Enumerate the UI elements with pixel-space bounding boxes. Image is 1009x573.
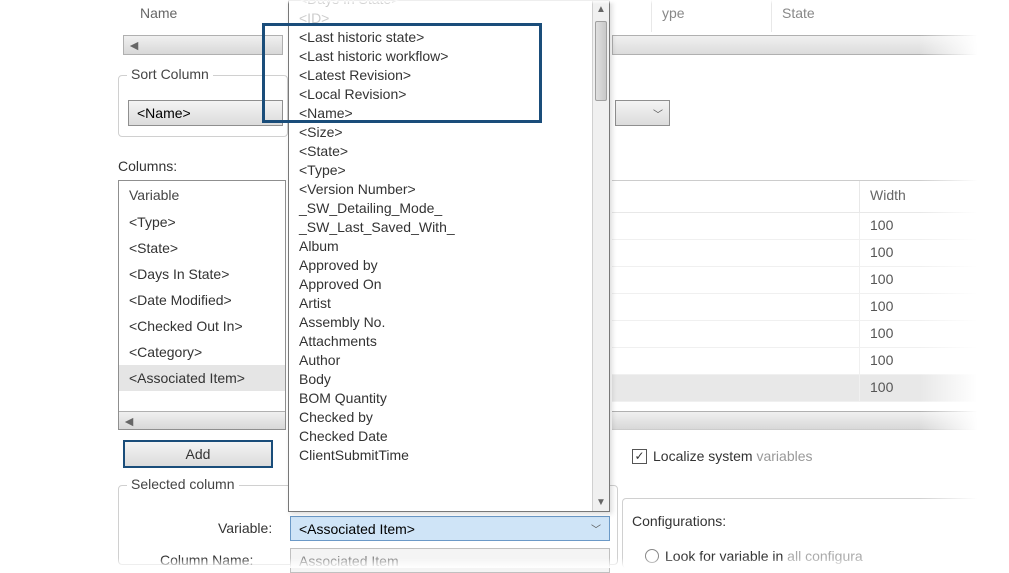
variable-option[interactable]: <Name> (289, 103, 609, 122)
right-small-dropdown[interactable]: ﹀ (615, 100, 670, 126)
variable-option[interactable]: ClientSubmitTime (289, 445, 609, 464)
variable-option[interactable]: <Local Revision> (289, 84, 609, 103)
scroll-left-icon[interactable]: ◄ (119, 413, 139, 429)
width-cell: 100 (859, 375, 1009, 401)
scroll-down-icon[interactable]: ▼ (593, 494, 609, 511)
right-grid-header: ype State (612, 0, 1009, 32)
variable-option[interactable]: Checked Date (289, 426, 609, 445)
localize-checkbox-row[interactable]: ✓ Localize system variables (632, 448, 813, 464)
width-cell: 100 (859, 213, 1009, 239)
variable-label: Variable: (218, 520, 272, 536)
configurations-label: Configurations: (632, 513, 726, 529)
localize-label: Localize system variables (653, 448, 813, 464)
columns-listbox[interactable]: Variable <Type><State><Days In State><Da… (118, 180, 286, 430)
columns-list-item[interactable]: <Date Modified> (119, 287, 285, 313)
column-header-type[interactable]: ype (652, 0, 772, 32)
column-header-name[interactable]: Name (140, 5, 177, 21)
columns-h-scrollbar[interactable]: ◄ (119, 411, 285, 429)
dropdown-scrollbar[interactable]: ▲ ▼ (592, 1, 609, 511)
variable-option[interactable]: <Type> (289, 160, 609, 179)
add-button[interactable]: Add (123, 440, 273, 468)
variable-option[interactable]: BOM Quantity (289, 388, 609, 407)
variable-option[interactable]: Artist (289, 293, 609, 312)
config-radio-all[interactable]: Look for variable in all configura (645, 548, 863, 564)
variable-option[interactable]: Checked by (289, 407, 609, 426)
variable-option[interactable]: Album (289, 236, 609, 255)
variable-option[interactable]: Author (289, 350, 609, 369)
scroll-left-icon[interactable]: ◄ (124, 37, 144, 53)
right-top-scrollbar[interactable] (612, 35, 1007, 55)
width-grid-row[interactable]: 100 (612, 294, 1009, 321)
config-radio-label: Look for variable in all configura (665, 548, 863, 564)
column-name-input[interactable]: Associated Item (290, 548, 610, 573)
variable-option[interactable]: Approved On (289, 274, 609, 293)
variable-option[interactable]: _SW_Detailing_Mode_ (289, 198, 609, 217)
width-cell: 100 (859, 294, 1009, 320)
width-grid-row[interactable]: 100 (612, 375, 1009, 402)
variable-dropdown[interactable]: <Associated Item> ﹀ (290, 516, 610, 541)
width-cell: 100 (859, 267, 1009, 293)
variable-option[interactable]: <Days In State> (289, 0, 609, 8)
right-grid-scrollbar[interactable] (612, 411, 1009, 429)
scroll-thumb[interactable] (595, 21, 607, 101)
variable-option[interactable]: <Size> (289, 122, 609, 141)
width-grid[interactable]: Width 100100100100100100100 (612, 180, 1009, 430)
width-cell: 100 (859, 240, 1009, 266)
sort-column-value: <Name> (137, 105, 191, 121)
sort-column-legend: Sort Column (127, 66, 213, 82)
variable-option[interactable]: Assembly No. (289, 312, 609, 331)
variable-dropdown-value: <Associated Item> (299, 521, 415, 537)
width-grid-row[interactable]: 100 (612, 348, 1009, 375)
width-cell: 100 (859, 348, 1009, 374)
width-cell: 100 (859, 321, 1009, 347)
top-scrollbar[interactable]: ◄ (123, 35, 283, 55)
width-grid-row[interactable]: 100 (612, 213, 1009, 240)
column-name-label: Column Name: (160, 552, 253, 568)
scroll-up-icon[interactable]: ▲ (593, 1, 609, 18)
width-column-header[interactable]: Width (859, 181, 1009, 212)
localize-checkbox[interactable]: ✓ (632, 449, 647, 464)
columns-list-item[interactable]: <Category> (119, 339, 285, 365)
radio-icon (645, 549, 659, 563)
width-grid-row[interactable]: 100 (612, 267, 1009, 294)
variable-option[interactable]: <Last historic workflow> (289, 46, 609, 65)
width-grid-row[interactable]: 100 (612, 321, 1009, 348)
columns-list-item[interactable]: <Associated Item> (119, 365, 285, 391)
column-header-state[interactable]: State (772, 0, 1009, 32)
variable-option[interactable]: <State> (289, 141, 609, 160)
column-name-value: Associated Item (299, 553, 399, 569)
columns-list-item[interactable]: <Type> (119, 209, 285, 235)
sort-column-dropdown[interactable]: <Name> (128, 100, 283, 126)
selected-column-legend: Selected column (127, 476, 239, 492)
variable-option[interactable]: _SW_Last_Saved_With_ (289, 217, 609, 236)
variable-option[interactable]: <Version Number> (289, 179, 609, 198)
chevron-down-icon: ﹀ (653, 106, 663, 121)
variable-option[interactable]: Body (289, 369, 609, 388)
columns-listbox-header[interactable]: Variable (119, 181, 285, 209)
columns-list-item[interactable]: <State> (119, 235, 285, 261)
variable-option[interactable]: Approved by (289, 255, 609, 274)
variable-options-list[interactable]: <Days In State><ID><Last historic state>… (288, 0, 610, 512)
chevron-down-icon: ﹀ (591, 521, 601, 536)
variable-option[interactable]: Attachments (289, 331, 609, 350)
variable-option[interactable]: <Last historic state> (289, 27, 609, 46)
variable-option[interactable]: <ID> (289, 8, 609, 27)
columns-list-item[interactable]: <Checked Out In> (119, 313, 285, 339)
variable-option[interactable]: <Latest Revision> (289, 65, 609, 84)
columns-list-item[interactable]: <Days In State> (119, 261, 285, 287)
columns-label: Columns: (118, 158, 177, 174)
width-grid-row[interactable]: 100 (612, 240, 1009, 267)
